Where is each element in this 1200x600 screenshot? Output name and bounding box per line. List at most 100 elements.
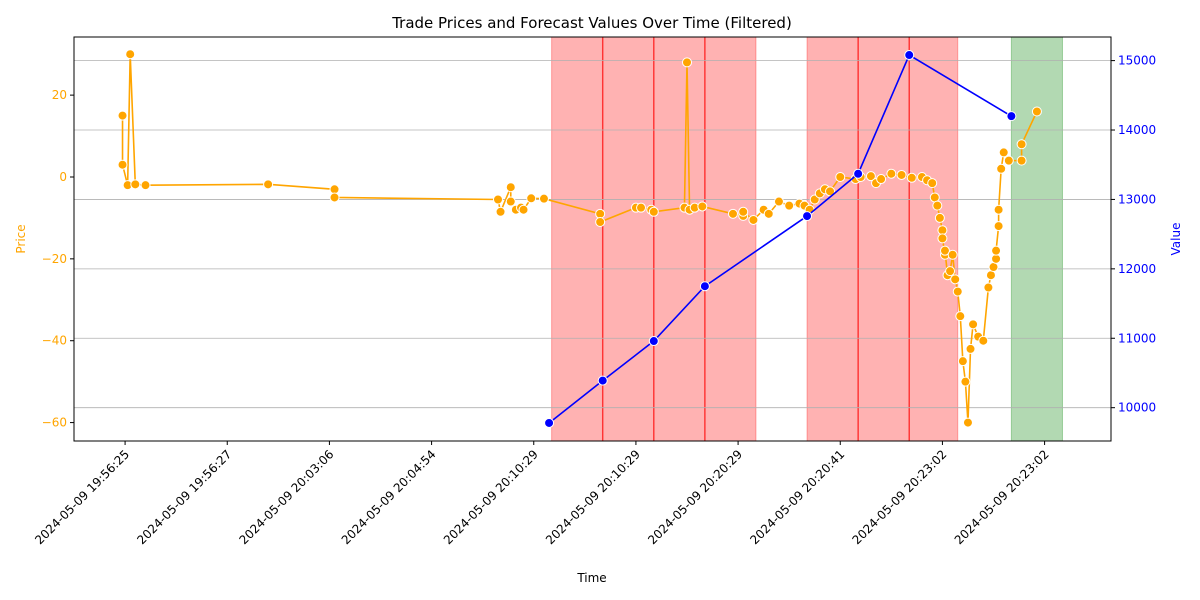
price-point-75 xyxy=(978,335,989,346)
price-point-55 xyxy=(927,178,938,189)
price-point-44 xyxy=(835,171,846,182)
red-band-1 xyxy=(602,36,655,442)
price-point-32 xyxy=(748,214,759,225)
grid-lines xyxy=(74,60,1111,409)
value-series xyxy=(544,50,1017,428)
red-band-6 xyxy=(908,36,959,442)
x-tick-label-3: 2024-05-09 20:04:54 xyxy=(339,447,439,547)
price-point-29 xyxy=(727,208,738,219)
value-point-5 xyxy=(853,168,864,179)
price-point-62 xyxy=(939,245,950,256)
price-point-5 xyxy=(140,180,151,191)
y-left-tick-label-1: 0 xyxy=(59,170,67,184)
price-point-49 xyxy=(876,174,887,185)
price-point-56 xyxy=(929,192,940,203)
x-axis-label: Time xyxy=(576,571,606,585)
price-point-88 xyxy=(1031,106,1042,117)
price-point-12 xyxy=(505,196,516,207)
price-point-64 xyxy=(945,266,956,277)
price-point-25 xyxy=(682,57,693,68)
y-left-tick-label-2: −20 xyxy=(42,252,67,266)
y-left-tick-label-3: −40 xyxy=(42,334,67,348)
y-axis-right-label: Value xyxy=(1169,223,1183,256)
price-point-67 xyxy=(952,286,963,297)
plot-frame xyxy=(73,36,1112,442)
x-tick-label-9: 2024-05-09 20:23:02 xyxy=(952,447,1052,547)
x-tick-label-4: 2024-05-09 20:10:29 xyxy=(441,447,541,547)
value-point-4 xyxy=(802,211,813,222)
red-band-5 xyxy=(857,36,910,442)
price-point-69 xyxy=(957,356,968,367)
price-point-83 xyxy=(996,163,1007,174)
price-point-71 xyxy=(962,417,973,428)
price-point-52 xyxy=(906,172,917,183)
price-point-3 xyxy=(125,49,136,60)
price-point-35 xyxy=(773,196,784,207)
price-point-59 xyxy=(937,225,948,236)
price-point-36 xyxy=(784,200,795,211)
price-point-80 xyxy=(991,245,1002,256)
price-point-31 xyxy=(738,206,749,217)
price-point-47 xyxy=(865,171,876,182)
price-point-18 xyxy=(595,208,606,219)
price-point-11 xyxy=(505,182,516,193)
price-point-43 xyxy=(825,186,836,197)
x-tick-label-8: 2024-05-09 20:23:02 xyxy=(850,447,950,547)
price-point-60 xyxy=(937,233,948,244)
price-point-21 xyxy=(636,202,647,213)
price-point-34 xyxy=(763,208,774,219)
value-point-2 xyxy=(648,336,659,347)
value-point-7 xyxy=(1006,111,1017,122)
price-point-72 xyxy=(965,343,976,354)
price-point-68 xyxy=(955,311,966,322)
price-point-15 xyxy=(518,204,529,215)
y-right-tick-label-1: 14000 xyxy=(1118,123,1156,137)
y-right-tick-label-3: 12000 xyxy=(1118,262,1156,276)
price-series xyxy=(117,49,1042,428)
price-point-76 xyxy=(983,282,994,293)
band-edge-lines xyxy=(601,37,910,441)
price-point-66 xyxy=(950,274,961,285)
x-tick-label-6: 2024-05-09 20:20:29 xyxy=(645,447,745,547)
green-band-7 xyxy=(1010,36,1063,442)
value-point-0 xyxy=(544,417,555,428)
price-point-8 xyxy=(329,192,340,203)
price-point-73 xyxy=(968,319,979,330)
x-tick-label-5: 2024-05-09 20:10:29 xyxy=(543,447,643,547)
x-tick-label-1: 2024-05-09 19:56:27 xyxy=(134,447,234,547)
x-axis: 2024-05-09 19:56:25 2024-05-09 19:56:27 20… xyxy=(32,441,1052,547)
price-point-23 xyxy=(648,206,659,217)
red-band-3 xyxy=(704,36,757,442)
y-left-tick-label-0: 20 xyxy=(52,88,67,102)
value-line xyxy=(548,53,1012,424)
y-right-tick-label-2: 13000 xyxy=(1118,192,1156,206)
price-point-16 xyxy=(526,193,537,204)
price-point-17 xyxy=(538,193,549,204)
x-tick-label-2: 2024-05-09 20:03:06 xyxy=(237,447,337,547)
y-right-tick-label-4: 11000 xyxy=(1118,331,1156,345)
price-point-28 xyxy=(697,201,708,212)
y-axis-left-label: Price xyxy=(14,224,28,253)
price-point-6 xyxy=(263,179,274,190)
x-tick-label-7: 2024-05-09 20:20:41 xyxy=(747,447,847,547)
value-point-1 xyxy=(597,375,608,386)
highlight-bands xyxy=(551,36,1063,442)
price-point-57 xyxy=(932,200,943,211)
price-point-4 xyxy=(130,179,141,190)
red-band-2 xyxy=(653,36,706,442)
price-point-86 xyxy=(1016,155,1027,166)
price-point-7 xyxy=(329,184,340,195)
price-point-78 xyxy=(988,262,999,273)
red-band-0 xyxy=(551,36,604,442)
price-point-82 xyxy=(993,204,1004,215)
y-left-tick-label-4: −60 xyxy=(42,416,67,430)
y-axis-left: 20 0 −20 −40 −60 xyxy=(42,88,74,430)
red-band-4 xyxy=(806,36,859,442)
value-point-3 xyxy=(699,281,710,292)
price-point-87 xyxy=(1016,139,1027,150)
y-axis-right: 15000 14000 13000 12000 11000 10000 xyxy=(1111,54,1156,415)
price-point-51 xyxy=(896,169,907,180)
price-point-77 xyxy=(985,270,996,281)
price-point-19 xyxy=(595,217,606,228)
